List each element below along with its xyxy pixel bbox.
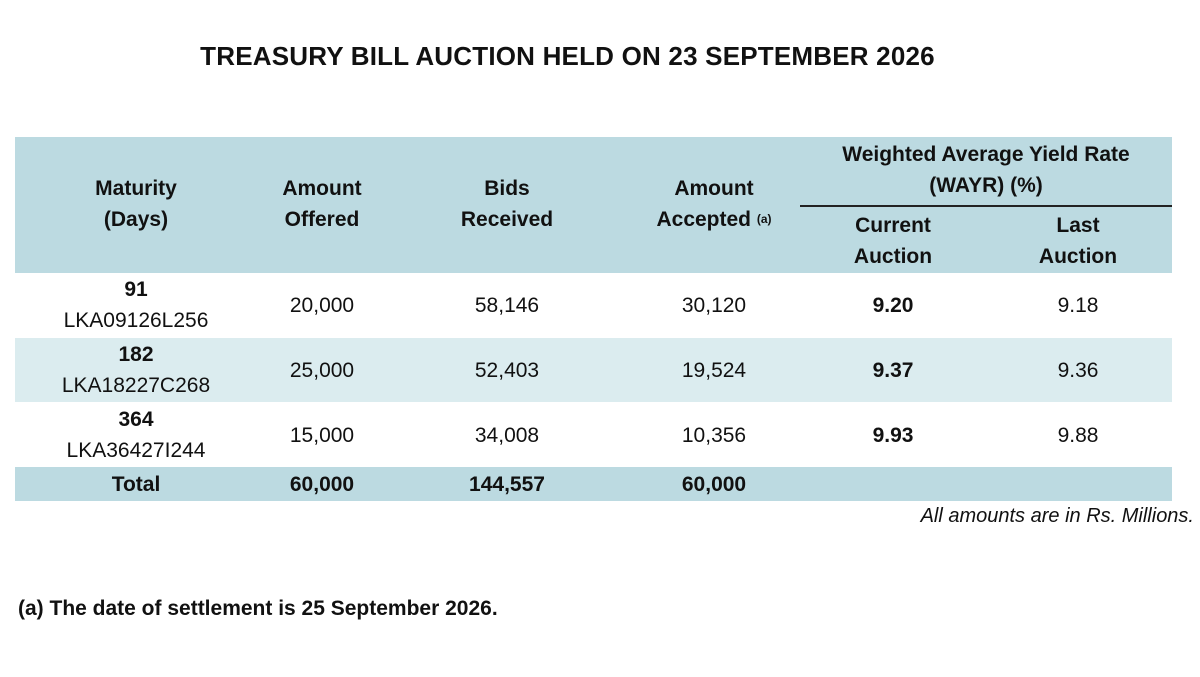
table-cell-offered: 15,000 — [289, 424, 355, 447]
unit-note: All amounts are in Rs. Millions. — [920, 505, 1194, 527]
total-bids: 144,557 — [469, 473, 545, 496]
header-last-auction: Last Auction — [1038, 214, 1118, 268]
table-row-maturity: 91 LKA09126L256 — [63, 278, 209, 332]
table-cell-last-yield: 9.18 — [1057, 294, 1099, 317]
total-accepted: 60,000 — [681, 473, 747, 496]
header-maturity: Maturity (Days) — [95, 177, 177, 231]
settlement-footnote: (a) The date of settlement is 25 Septemb… — [18, 597, 498, 620]
table-cell-bids: 52,403 — [474, 359, 540, 382]
table-cell-last-yield: 9.88 — [1057, 424, 1099, 447]
table-cell-current-yield: 9.93 — [872, 424, 914, 447]
table-cell-current-yield: 9.37 — [872, 359, 914, 382]
header-divider — [800, 205, 1172, 207]
table-row-shading — [15, 338, 1172, 402]
header-amount-offered: Amount Offered — [282, 177, 362, 231]
table-cell-offered: 25,000 — [289, 359, 355, 382]
table-cell-bids: 34,008 — [474, 424, 540, 447]
table-row-maturity: 364 LKA36427I244 — [66, 408, 206, 462]
table-row-maturity: 182 LKA18227C268 — [61, 343, 211, 397]
header-bids-received: Bids Received — [460, 177, 554, 231]
total-offered: 60,000 — [289, 473, 355, 496]
header-wayr: Weighted Average Yield Rate (WAYR) (%) — [842, 143, 1130, 197]
table-total-band — [15, 467, 1172, 501]
table-cell-offered: 20,000 — [289, 294, 355, 317]
table-cell-current-yield: 9.20 — [872, 294, 914, 317]
header-current-auction: Current Auction — [853, 214, 933, 268]
table-cell-last-yield: 9.36 — [1057, 359, 1099, 382]
page-title: TREASURY BILL AUCTION HELD ON 23 SEPTEMB… — [200, 41, 935, 71]
table-cell-accepted: 10,356 — [681, 424, 747, 447]
table-cell-accepted: 19,524 — [681, 359, 747, 382]
table-cell-bids: 58,146 — [474, 294, 540, 317]
header-amount-accepted: Amount Accepted (a) — [656, 177, 772, 231]
footnote-marker: (a) — [756, 212, 772, 226]
total-label: Total — [111, 473, 161, 496]
table-cell-accepted: 30,120 — [681, 294, 747, 317]
